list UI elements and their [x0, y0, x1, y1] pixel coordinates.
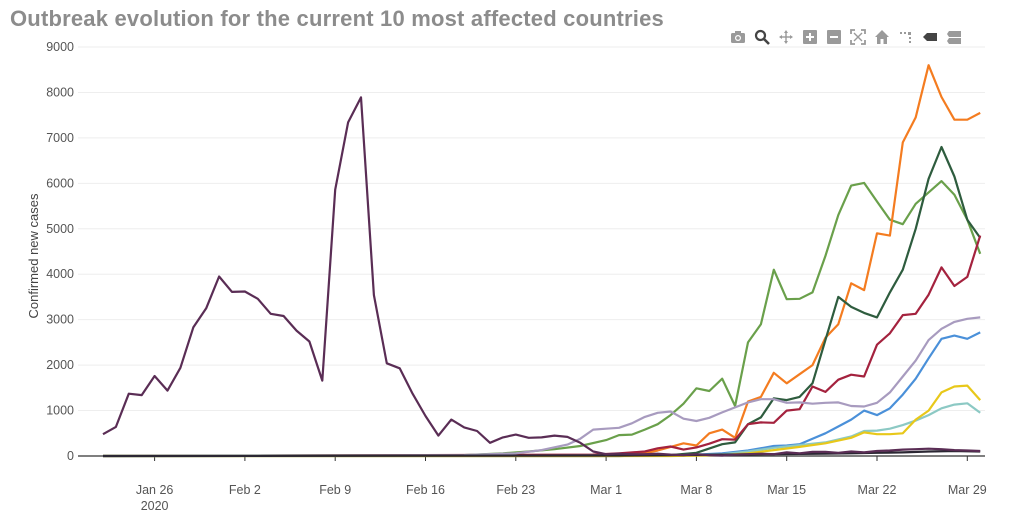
- home-icon[interactable]: [870, 26, 894, 48]
- hover-compare-icon[interactable]: [942, 26, 966, 48]
- series-line-1[interactable]: [102, 96, 981, 457]
- series-line-2[interactable]: [102, 180, 982, 458]
- autoscale-icon[interactable]: [846, 26, 870, 48]
- y-axis-label: Confirmed new cases: [26, 193, 41, 318]
- zoom-out-icon[interactable]: [822, 26, 846, 48]
- x-tick-year-label: 2020: [141, 499, 169, 513]
- y-tick-label: 9000: [46, 40, 74, 54]
- camera-icon[interactable]: [726, 26, 750, 48]
- hover-closest-icon[interactable]: [918, 26, 942, 48]
- series-line-5[interactable]: [102, 235, 982, 458]
- x-tick-label: Feb 9: [319, 483, 351, 497]
- x-axis: Jan 26 Feb 2 Feb 9 Feb 16 Feb 23 Mar 1 Mar 8 Ma…: [136, 456, 987, 513]
- x-tick-label: Feb 16: [406, 483, 445, 497]
- y-tick-label: 2000: [46, 358, 74, 372]
- y-tick-label: 7000: [46, 131, 74, 145]
- pan-icon[interactable]: [774, 26, 798, 48]
- spike-lines-icon[interactable]: [894, 26, 918, 48]
- series-line-8[interactable]: [102, 402, 981, 458]
- x-tick-label: Mar 1: [590, 483, 622, 497]
- x-tick-label: Mar 29: [948, 483, 987, 497]
- series-line-4[interactable]: [103, 145, 982, 458]
- gridlines: [78, 46, 985, 457]
- zoom-in-icon[interactable]: [798, 26, 822, 48]
- y-tick-label: 6000: [46, 176, 74, 190]
- x-tick-label: Jan 26: [136, 483, 174, 497]
- y-tick-label: 5000: [46, 222, 74, 236]
- x-tick-label: Mar 22: [858, 483, 897, 497]
- x-tick-label: Feb 23: [496, 483, 535, 497]
- series-line-3[interactable]: [102, 64, 981, 458]
- zoom-icon[interactable]: [750, 26, 774, 48]
- y-axis: 0 1000 2000 3000 4000 5000 6000 7000 8000 9000: [46, 40, 74, 463]
- y-tick-label: 0: [67, 449, 74, 463]
- series-lines: [102, 64, 982, 458]
- x-tick-label: Mar 8: [680, 483, 712, 497]
- y-tick-label: 4000: [46, 267, 74, 281]
- y-tick-label: 3000: [46, 313, 74, 327]
- x-tick-label: Feb 2: [229, 483, 261, 497]
- y-tick-label: 1000: [46, 404, 74, 418]
- series-line-6[interactable]: [102, 316, 981, 458]
- y-tick-label: 8000: [46, 85, 74, 99]
- chart-title: Outbreak evolution for the current 10 mo…: [10, 6, 664, 31]
- x-tick-label: Mar 15: [767, 483, 806, 497]
- modebar: [726, 26, 966, 48]
